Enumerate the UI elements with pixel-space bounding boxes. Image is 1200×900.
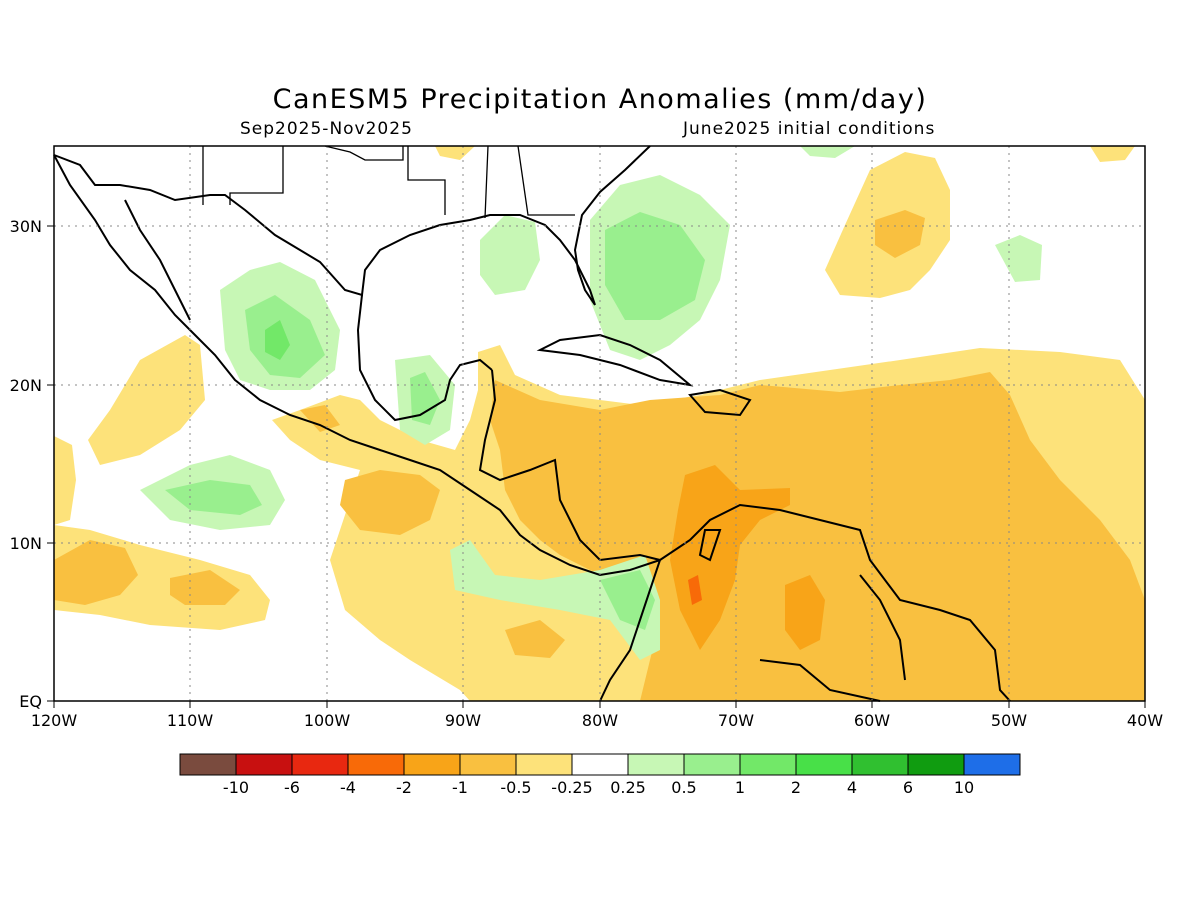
colorbar-swatch xyxy=(963,753,1021,776)
wet-anomaly-mexico-peak xyxy=(265,320,290,360)
lat-label: 10N xyxy=(10,534,42,553)
colorbar-swatch xyxy=(403,753,461,776)
colorbar-swatch xyxy=(179,753,237,776)
lon-label: 110W xyxy=(167,711,214,730)
colorbar-swatch xyxy=(851,753,909,776)
colorbar-label: 0.5 xyxy=(671,778,696,797)
lon-label: 90W xyxy=(445,711,481,730)
us-state-borders xyxy=(202,145,575,219)
wet-anomaly-pacific-core xyxy=(165,480,262,515)
colorbar-label: 10 xyxy=(954,778,974,797)
dry-anomaly-pacific-blob xyxy=(170,570,240,605)
colorbar-swatch xyxy=(795,753,853,776)
colorbar-label: -4 xyxy=(340,778,356,797)
wet-anomaly-bahamas-core xyxy=(605,212,705,320)
lon-label: 100W xyxy=(304,711,351,730)
lat-label: 20N xyxy=(10,376,42,395)
colorbar-swatch xyxy=(683,753,741,776)
coastlines xyxy=(53,145,1011,702)
colorbar-label: 2 xyxy=(791,778,801,797)
wet-anomaly-yucatan-core xyxy=(410,372,440,425)
wet-anomaly-atlantic xyxy=(995,235,1042,282)
axis-labels: EQ 10N 20N 30N 120W 110W 100W 90W 80W 70… xyxy=(10,217,1164,730)
colorbar-label: -6 xyxy=(284,778,300,797)
colorbar-label: 4 xyxy=(847,778,857,797)
graticule xyxy=(54,146,1145,701)
chart-title: CanESM5 Precipitation Anomalies (mm/day) xyxy=(272,84,928,115)
colorbar-label: -0.25 xyxy=(551,778,592,797)
colorbar-swatch xyxy=(235,753,293,776)
colorbar-label: -0.5 xyxy=(500,778,531,797)
dry-anomaly-mexico-small xyxy=(300,405,340,432)
dry-anomaly-west-edge xyxy=(54,436,76,525)
colorbar-swatch xyxy=(907,753,965,776)
colorbar-swatch xyxy=(459,753,517,776)
lon-label: 80W xyxy=(582,711,618,730)
dry-anomaly-colombia xyxy=(670,465,790,650)
axis-ticks xyxy=(47,225,1146,708)
colorbar-label: -1 xyxy=(452,778,468,797)
wet-anomaly-panama xyxy=(450,540,660,660)
wet-anomaly-top xyxy=(800,146,855,158)
dry-anomaly-caribbean-medium xyxy=(490,372,1145,701)
anomaly-shading xyxy=(54,146,1145,701)
colorbar-label: -2 xyxy=(396,778,412,797)
colorbar: -10 -6 -4 -2 -1 -0.5 -0.25 0.25 0.5 1 2 4 6 10 xyxy=(179,753,1021,797)
dry-anomaly-pacific-small xyxy=(505,620,565,658)
lon-label: 60W xyxy=(854,711,890,730)
colorbar-swatch xyxy=(739,753,797,776)
initial-conditions-label: June2025 initial conditions xyxy=(683,119,936,139)
dry-anomaly-atlantic-core xyxy=(875,210,925,258)
colorbar-swatch xyxy=(347,753,405,776)
lat-label: 30N xyxy=(10,217,42,236)
colorbar-swatch xyxy=(291,753,349,776)
wet-anomaly-gulf xyxy=(480,215,540,295)
colorbar-label: 0.25 xyxy=(610,778,646,797)
dry-anomaly-top-gulf xyxy=(435,146,475,160)
lat-label: EQ xyxy=(19,692,42,711)
dry-anomaly-mexico-coast xyxy=(88,335,205,465)
colorbar-label: 1 xyxy=(735,778,745,797)
lon-label: 50W xyxy=(991,711,1027,730)
dry-anomaly-venezuela xyxy=(785,575,825,650)
lon-label: 40W xyxy=(1127,711,1163,730)
dry-anomaly-west-pacific-medium xyxy=(54,540,138,605)
dry-anomaly-colombia-peak xyxy=(688,575,702,605)
colorbar-swatch xyxy=(571,753,629,776)
dry-anomaly-central-pacific xyxy=(340,470,440,535)
dry-anomaly-top-right xyxy=(1090,146,1135,162)
lon-label: 120W xyxy=(31,711,78,730)
season-label: Sep2025-Nov2025 xyxy=(240,119,413,139)
colorbar-label: 6 xyxy=(903,778,913,797)
colorbar-swatch xyxy=(515,753,573,776)
colorbar-label: -10 xyxy=(223,778,249,797)
lon-label: 70W xyxy=(718,711,754,730)
colorbar-swatch xyxy=(627,753,685,776)
